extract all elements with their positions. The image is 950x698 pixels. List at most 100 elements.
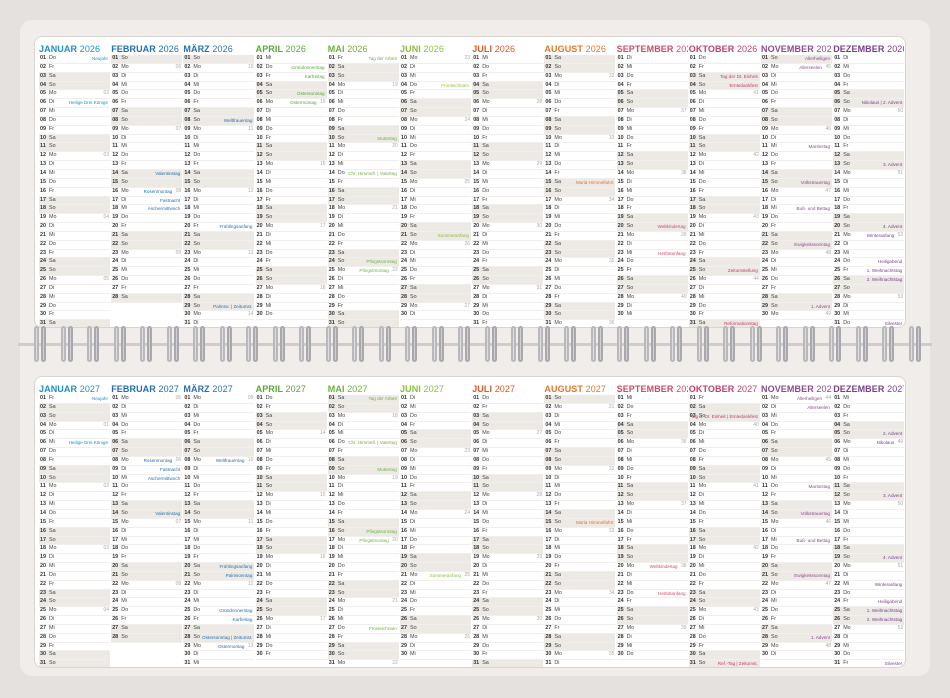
weekday: Mi [49,231,55,238]
weekday: Mi [337,284,344,291]
day-row: 18 Mi [544,545,616,555]
spiral-loop [862,326,868,362]
weekday: So [771,116,778,123]
month-maerz-2027: MÄRZ 2027 01 Mo 09 02 Di 03 Mi 04 Do 05 Fr 06 Sa 07 So 0… [183,383,255,666]
day-row: 13 So [400,501,471,510]
day-row: 12 So [616,492,688,502]
weekday: Fr [771,223,777,230]
weekday: Do [626,465,634,472]
day-row: 02 Do [616,404,688,413]
day-row: 27 Mi [688,624,760,634]
month-name: NOVEMBER [761,384,817,394]
day-row: 10 Di [544,475,616,484]
day-number: 26 [689,616,696,623]
day-row: 27 Sa [183,624,255,634]
day-number: 30 [401,651,407,658]
day-row: 17 Do [400,537,471,546]
day-number: 22 [328,240,335,247]
day-row: 13 Fr [544,501,616,510]
day-row: 18 Sa [616,545,688,555]
day-row: 16 Mo 12 [183,188,255,197]
day-row: 19 Do [544,554,616,564]
day-number: 02 [40,403,46,410]
day-row: 28 Mi [255,634,327,643]
spiral-loop [147,326,152,362]
day-row: 07 So [400,108,471,117]
day-row: 23 Sa [327,249,399,259]
weekday: Di [121,527,127,534]
weekday: So [193,55,200,61]
day-number: 09 [40,125,46,132]
day-row: 02 Sa [688,403,760,413]
calendar-page-2026: JANUAR 2026 01 Do Neujahr 02 Fr 03 Sa 04 So 05 Mo 02… [34,36,906,328]
day-row: 14 Fr [544,170,616,179]
day-row: 30 Do [472,311,544,321]
weekday: Sa [771,169,778,176]
spiral-loop [908,326,914,362]
weekday: Fr [554,501,560,508]
weekday: Mo [843,293,851,300]
day-number: 17 [834,196,841,203]
day-row: 19 Mo 04 [39,214,110,224]
day-number: 22 [617,240,624,247]
weekday: Sa [49,258,56,265]
calendar-week: 35 [608,258,615,265]
day-number: 07 [617,108,624,115]
day-row: 19 Mo 16 [255,554,327,564]
day-number: 17 [256,196,263,203]
day-number: 18 [762,205,768,212]
day-number: 23 [256,589,263,596]
day-row: 04 Mi [761,82,832,91]
day-row: 19 Do [111,214,183,224]
day-row: 14 So Valentinstag [111,509,183,519]
day-row: 26 Di [39,616,110,625]
day-number: 26 [834,616,841,623]
day-number: 26 [184,276,191,283]
day-number: 06 [256,99,263,106]
weekday: Fr [193,492,199,499]
spiral-loop [650,326,656,362]
holiday-label: Pfingstmontag [359,268,389,274]
day-number: 21 [834,571,841,578]
day-number: 21 [40,231,46,238]
calendar-week: 52 [897,231,904,238]
holiday-label: Neujahr [91,396,108,401]
day-number: 05 [112,90,119,97]
day-number: 06 [473,439,480,446]
weekday: Mi [410,196,416,203]
day-number: 27 [401,284,407,291]
day-number: 18 [112,545,119,552]
weekday: Do [337,169,345,176]
month-year: 2026 [816,44,832,54]
weekday: Mi [626,518,633,525]
weekday: Sa [49,196,56,203]
day-row: 18 Sa [255,205,327,215]
spiral-loop [458,326,463,362]
day-row: 18 Do [111,545,183,555]
day-row: 10 Fr [616,475,688,484]
weekday: Do [337,501,345,508]
weekday: Mo [843,624,851,631]
weekday: Mi [698,624,705,631]
day-number: 11 [40,483,46,490]
weekday: Mi [843,187,849,194]
weekday: Di [482,563,488,570]
holiday-label: Muttertag [377,135,397,141]
day-row: 05 Mo 41 [688,90,760,100]
weekday: Fr [698,187,704,194]
weekday: Sa [626,421,634,428]
month-name: APRIL [255,384,286,394]
day-number: 05 [834,430,841,437]
day-row: 25 Sa [616,607,688,617]
holiday-label: Fastnacht [160,466,181,472]
day-row: 07 Sa [761,108,832,117]
day-number: 13 [328,501,335,508]
weekday: Mo [482,161,490,168]
weekday: Do [843,134,851,141]
day-row: 13 Mo 29 [472,161,544,170]
day-number: 23 [328,249,335,256]
day-row: 10 Mi [183,475,255,484]
holiday-label: Ewigkeitssonntag [794,572,830,578]
weekday: Mi [482,509,488,516]
day-row: 29 Fr [39,643,110,652]
